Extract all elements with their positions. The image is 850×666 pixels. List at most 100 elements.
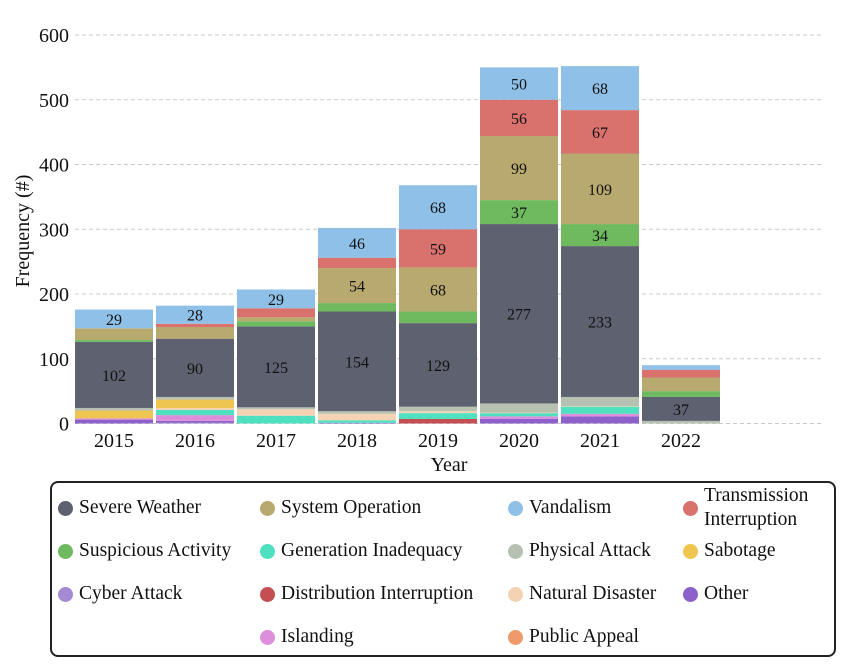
legend-label: Physical Attack [529, 540, 651, 561]
y-tick-label: 200 [39, 284, 69, 306]
bar-segment-other-2018 [318, 422, 396, 424]
legend-marker [58, 586, 73, 602]
bar-segment-transmission-interruption-2021 [561, 110, 639, 154]
data-label: 29 [106, 312, 122, 329]
data-label: 29 [268, 292, 284, 309]
x-tick-label: 2016 [175, 430, 215, 452]
bar-segment-system-operation-2015 [75, 328, 153, 340]
bar-segment-severe-weather-2017 [237, 326, 315, 408]
x-axis-label: Year [431, 454, 468, 476]
bar-stack-2020 [480, 67, 558, 424]
bar-segment-distribution-interruption-2019 [399, 418, 477, 424]
legend-item-severe-weather: Severe Weather [58, 496, 201, 520]
x-tick-label: 2021 [580, 430, 620, 452]
bar-segment-generation-inadequacy-2021 [561, 406, 639, 414]
legend-label: System Operation [281, 497, 422, 518]
legend-item-sabotage: Sabotage [683, 539, 775, 563]
bar-segment-natural-disaster-2017 [237, 409, 315, 416]
legend-item-distribution-interruption: Distribution Interruption [260, 582, 473, 606]
bar-segment-transmission-interruption-2016 [156, 323, 234, 328]
legend-marker [508, 629, 523, 645]
legend-item-system-operation: System Operation [260, 496, 421, 520]
x-tick-label: 2019 [418, 430, 458, 452]
bar-segment-severe-weather-2022 [642, 396, 720, 421]
data-label: 277 [507, 307, 531, 324]
bar-segment-vandalism-2022 [642, 365, 720, 370]
bar-segment-other-2021 [561, 416, 639, 424]
legend-label: Severe Weather [79, 497, 202, 518]
bar-segment-islanding-2016 [156, 415, 234, 421]
legend-marker [683, 586, 698, 602]
data-label: 28 [187, 308, 203, 325]
bar-segment-system-operation-2019 [399, 267, 477, 312]
bar-stack-2016 [156, 305, 234, 424]
bar-segment-suspicious-activity-2020 [480, 200, 558, 225]
bar-segment-vandalism-2019 [399, 185, 477, 230]
bar-stack-2022 [642, 365, 720, 424]
x-tick-label: 2020 [499, 430, 539, 452]
bar-segment-transmission-interruption-2019 [399, 229, 477, 268]
y-tick-label: 100 [39, 349, 69, 371]
bar-segment-vandalism-2016 [156, 305, 234, 324]
y-axis-label: Frequency (#) [12, 175, 34, 288]
data-label: 54 [349, 279, 365, 296]
legend-marker [683, 543, 698, 559]
bar-segment-transmission-interruption-2020 [480, 99, 558, 137]
bar-segment-severe-weather-2019 [399, 323, 477, 407]
bar-segment-other-2016 [156, 420, 234, 423]
data-label: 68 [592, 81, 608, 98]
legend-label: Cyber Attack [79, 583, 183, 604]
data-label: 37 [673, 402, 689, 419]
data-label: 68 [430, 282, 446, 299]
legend-marker [58, 543, 73, 559]
bar-segment-suspicious-activity-2015 [75, 339, 153, 342]
legend-marker [508, 543, 523, 559]
bar-segment-physical-attack-2017 [237, 407, 315, 410]
legend-label: Islanding [281, 626, 354, 647]
legend-marker [260, 543, 275, 559]
bar-segment-vandalism-2015 [75, 309, 153, 329]
bar-segment-generation-inadequacy-2017 [237, 415, 315, 424]
legend-label: Generation Inadequacy [281, 540, 463, 561]
data-label: 233 [588, 315, 612, 332]
bar-segment-other-2015 [75, 419, 153, 424]
data-label: 68 [430, 200, 446, 217]
bar-segment-natural-disaster-2016 [156, 407, 234, 410]
bar-segment-suspicious-activity-2021 [561, 224, 639, 247]
legend-label: Sabotage [704, 540, 776, 561]
legend-label: Vandalism [529, 497, 612, 518]
bar-segment-generation-inadequacy-2019 [399, 413, 477, 419]
bar-segment-system-operation-2018 [318, 268, 396, 304]
y-tick-label: 300 [39, 219, 69, 241]
bar-segment-physical-attack-2015 [75, 407, 153, 411]
legend-marker [683, 500, 698, 516]
bar-segment-system-operation-2017 [237, 317, 315, 322]
bar-segment-cyber-attack-2016 [156, 422, 234, 424]
legend-label: Suspicious Activity [79, 540, 232, 561]
legend-marker [58, 500, 73, 516]
data-label: 37 [511, 205, 527, 222]
bar-segment-vandalism-2017 [237, 289, 315, 309]
bar-segment-system-operation-2021 [561, 153, 639, 225]
bar-segment-severe-weather-2016 [156, 338, 234, 397]
legend-item-other: Other [683, 582, 748, 606]
bar-segment-sabotage-2015 [75, 410, 153, 419]
legend-marker [508, 500, 523, 516]
bar-segment-vandalism-2020 [480, 67, 558, 100]
bar-segment-islanding-2020 [480, 416, 558, 419]
x-tick-label: 2018 [337, 430, 377, 452]
bar-segment-vandalism-2021 [561, 66, 639, 111]
bar-segment-transmission-interruption-2018 [318, 257, 396, 269]
bar-segment-physical-attack-2022 [642, 420, 720, 424]
bar-stack-2021 [561, 66, 639, 424]
bar-segment-islanding-2015 [75, 418, 153, 420]
bar-segment-transmission-interruption-2017 [237, 308, 315, 318]
legend-label: Other [704, 583, 749, 604]
legend-item-physical-attack: Physical Attack [508, 539, 651, 563]
data-label: 125 [264, 360, 288, 377]
legend-item-suspicious-activity: Suspicious Activity [58, 539, 231, 563]
legend-item-generation-inadequacy: Generation Inadequacy [260, 539, 462, 563]
bar-segment-other-2020 [480, 418, 558, 424]
y-tick-label: 500 [39, 90, 69, 112]
y-tick-label: 600 [39, 25, 69, 47]
